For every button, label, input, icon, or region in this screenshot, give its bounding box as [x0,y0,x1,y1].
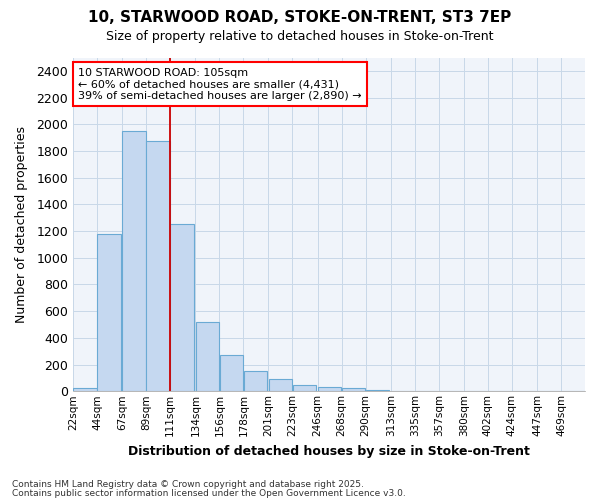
Text: 10, STARWOOD ROAD, STOKE-ON-TRENT, ST3 7EP: 10, STARWOOD ROAD, STOKE-ON-TRENT, ST3 7… [88,10,512,25]
Bar [244,371,267,392]
Bar [318,386,341,392]
Bar [97,234,121,392]
Bar [415,390,439,392]
Text: Contains HM Land Registry data © Crown copyright and database right 2025.: Contains HM Land Registry data © Crown c… [12,480,364,489]
Y-axis label: Number of detached properties: Number of detached properties [15,126,28,323]
Bar [146,141,170,392]
Text: Size of property relative to detached houses in Stoke-on-Trent: Size of property relative to detached ho… [106,30,494,43]
X-axis label: Distribution of detached houses by size in Stoke-on-Trent: Distribution of detached houses by size … [128,444,530,458]
Bar [122,131,146,392]
Bar [269,379,292,392]
Bar [73,388,97,392]
Bar [293,384,316,392]
Text: 10 STARWOOD ROAD: 105sqm
← 60% of detached houses are smaller (4,431)
39% of sem: 10 STARWOOD ROAD: 105sqm ← 60% of detach… [78,68,362,100]
Bar [342,388,365,392]
Text: Contains public sector information licensed under the Open Government Licence v3: Contains public sector information licen… [12,488,406,498]
Bar [196,322,219,392]
Bar [391,390,415,392]
Bar [366,390,389,392]
Bar [220,355,243,392]
Bar [170,224,194,392]
